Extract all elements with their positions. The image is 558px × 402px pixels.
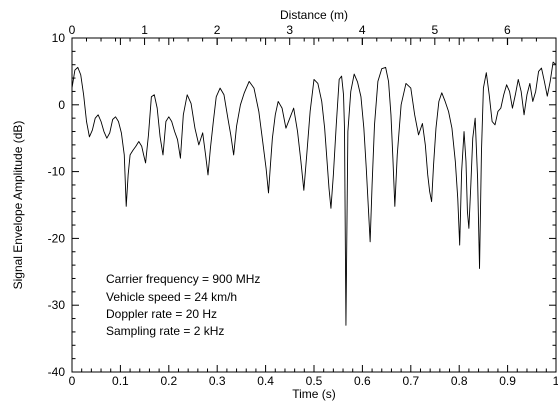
y-axis: -40 -30 -20 -10 0 10 (48, 31, 556, 379)
x-tick-label: 0.9 (499, 374, 516, 388)
x-axis: 0 0.1 0.2 0.3 0.4 0.5 0.6 0.7 0.8 0.9 1 (69, 38, 558, 388)
y-tick-label: 0 (58, 98, 65, 112)
x-tick-label: 0.7 (402, 374, 419, 388)
x2-tick-label: 0 (69, 23, 76, 37)
y-axis-title: Signal Envelope Amplitude (dB) (11, 121, 25, 290)
x-tick-label: 0.5 (306, 374, 323, 388)
y-tick-label: 10 (52, 31, 66, 45)
x2-tick-label: 3 (286, 23, 293, 37)
x-tick-label: 0.4 (257, 374, 274, 388)
x-tick-label: 0.2 (160, 374, 177, 388)
y-tick-label: -10 (48, 165, 66, 179)
x2-tick-label: 1 (141, 23, 148, 37)
x-tick-label: 1 (553, 374, 558, 388)
x-tick-label: 0.6 (354, 374, 371, 388)
annotation-doppler-rate: Doppler rate = 20 Hz (106, 307, 217, 321)
y-tick-label: -40 (48, 365, 66, 379)
top-axis-title: Distance (m) (280, 8, 348, 22)
x2-tick-label: 6 (504, 23, 511, 37)
plot-frame (71, 37, 557, 373)
annotation-vehicle-speed: Vehicle speed = 24 km/h (106, 290, 237, 304)
x2-tick-label: 2 (214, 23, 221, 37)
annotation-carrier-frequency: Carrier frequency = 900 MHz (106, 272, 260, 286)
annotation-sampling-rate: Sampling rate = 2 kHz (106, 324, 224, 338)
parameter-annotations: Carrier frequency = 900 MHz Vehicle spee… (106, 272, 260, 338)
x2-tick-label: 5 (431, 23, 438, 37)
x-tick-label: 0.3 (209, 374, 226, 388)
x-tick-label: 0.8 (451, 374, 468, 388)
x-tick-label: 0 (69, 374, 76, 388)
x-axis-title: Time (s) (292, 387, 336, 401)
top-distance-axis: 0 1 2 3 4 5 6 (69, 23, 537, 45)
x-tick-label: 0.1 (112, 374, 129, 388)
x2-tick-label: 4 (359, 23, 366, 37)
y-tick-label: -30 (48, 298, 66, 312)
signal-envelope-line (71, 61, 557, 326)
y-tick-label: -20 (48, 231, 66, 245)
